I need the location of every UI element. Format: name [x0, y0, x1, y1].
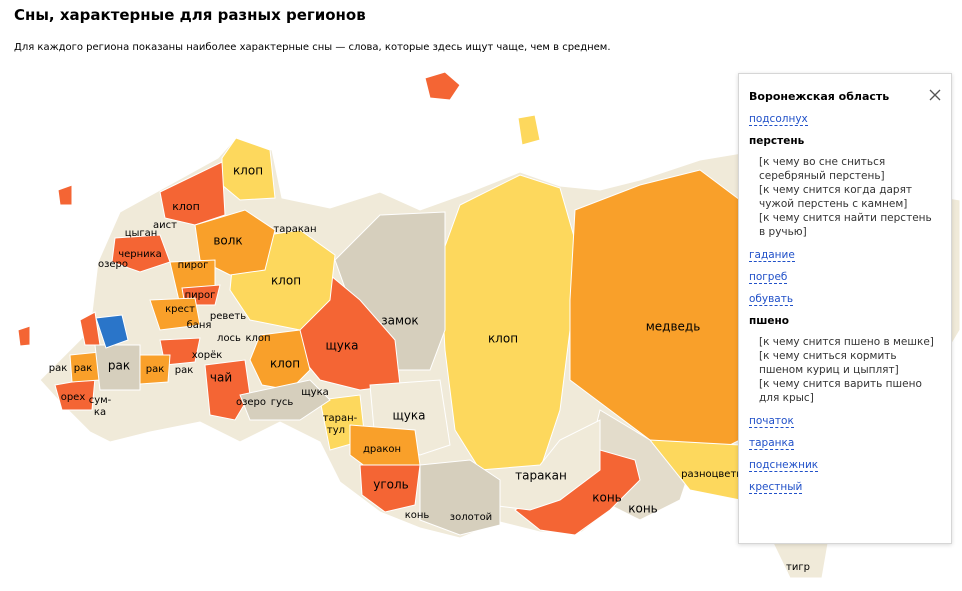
region-label: сум- — [89, 395, 112, 406]
region-label: таракан — [273, 224, 316, 235]
subtitle: Для каждого региона показаны наиболее ха… — [14, 42, 611, 53]
region-label: озеро — [98, 259, 128, 270]
region — [359, 464, 421, 513]
region-label: таран- — [323, 413, 358, 424]
region-label: замок — [381, 314, 418, 328]
region-label: тигр — [786, 562, 810, 573]
region-label: тул — [327, 425, 345, 436]
region-label: медведь — [646, 320, 701, 334]
region-label: клоп — [270, 357, 300, 371]
region — [149, 297, 201, 331]
region-label: рак — [74, 363, 93, 374]
word-link[interactable]: подсолнух — [749, 113, 808, 126]
region-label: конь — [628, 502, 658, 516]
region-label: пирог — [178, 260, 209, 271]
region-label: щука — [325, 339, 358, 353]
region-label: аист — [153, 220, 177, 231]
region — [194, 209, 276, 276]
region-label: пирог — [185, 290, 216, 301]
region — [419, 459, 501, 536]
region — [439, 174, 576, 471]
word-link[interactable]: погреб — [749, 271, 788, 284]
region-label: черника — [118, 249, 162, 260]
island — [17, 325, 31, 347]
region-label: лось — [217, 333, 241, 344]
panel-items: подсолнух перстень [к чему во сне сниться … — [749, 113, 941, 494]
region-label: рак — [175, 365, 194, 376]
word-link[interactable]: крестный — [749, 481, 803, 494]
panel-title: Воронежская область — [749, 90, 890, 103]
region-label: конь — [405, 510, 430, 521]
query: [к чему во сне сниться серебряный персте… — [759, 156, 886, 182]
region-label: таракан — [515, 469, 567, 483]
query-list: [к чему во сне сниться серебряный персте… — [749, 155, 941, 239]
island — [424, 71, 461, 101]
query: [к чему сниться кормить пшеном куриц и ц… — [759, 350, 899, 376]
region-label: клоп — [271, 274, 301, 288]
region-label: щука — [392, 409, 425, 423]
region-label: гусь — [271, 397, 294, 408]
region-label: реветь — [210, 311, 246, 322]
query: [к чему снится варить пшено для крыс] — [759, 378, 922, 404]
region-label: рак — [49, 363, 68, 374]
query: [к чему снится найти перстень в ручью] — [759, 212, 932, 238]
region-label: ка — [94, 407, 106, 418]
region-label: разноцветн — [681, 469, 743, 480]
region-label: рак — [108, 359, 130, 373]
region — [159, 161, 226, 226]
region-label: уголь — [373, 478, 409, 492]
region-label: конь — [592, 491, 622, 505]
word-link[interactable]: гадание — [749, 249, 795, 262]
region-label: щука — [301, 387, 329, 398]
region-label: орех — [61, 392, 86, 403]
region-panel: Воронежская область подсолнух перстень [к … — [738, 73, 952, 544]
region-label: клоп — [233, 164, 263, 178]
region-label: рак — [146, 364, 165, 375]
region-label: крест — [165, 304, 195, 315]
region — [79, 311, 101, 346]
close-button[interactable] — [929, 89, 941, 101]
region-label: клоп — [488, 332, 518, 346]
word-link[interactable]: подснежник — [749, 459, 819, 472]
query-list: [к чему снится пшено в мешке] [к чему сни… — [749, 335, 941, 405]
query: [к чему снится пшено в мешке] — [759, 336, 934, 348]
query: [к чему снится когда дарят чужой перстен… — [759, 184, 913, 210]
region — [204, 359, 251, 421]
region-label: озеро — [236, 397, 266, 408]
region-label: волк — [213, 234, 242, 248]
region-label: баня — [187, 320, 212, 331]
regions — [17, 71, 961, 579]
region-label: дракон — [363, 444, 401, 455]
region-label: чай — [210, 371, 232, 385]
region-label: хорёк — [192, 350, 223, 361]
word-heading: пшено — [749, 315, 789, 327]
region — [95, 314, 129, 349]
region — [94, 344, 141, 391]
region-label: клоп — [172, 200, 200, 213]
region — [111, 234, 171, 273]
word-link[interactable]: обувать — [749, 293, 794, 306]
region-label: клоп — [245, 333, 270, 344]
region — [239, 379, 331, 421]
region-label: цыган — [125, 228, 158, 239]
island — [57, 184, 73, 206]
word-link[interactable]: початок — [749, 415, 794, 428]
island — [517, 114, 541, 146]
region-label: золотой — [450, 512, 492, 523]
title: Сны, характерные для разных регионов — [14, 6, 366, 24]
word-link[interactable]: таранка — [749, 437, 795, 450]
word-heading: перстень — [749, 135, 805, 147]
region — [479, 419, 601, 511]
